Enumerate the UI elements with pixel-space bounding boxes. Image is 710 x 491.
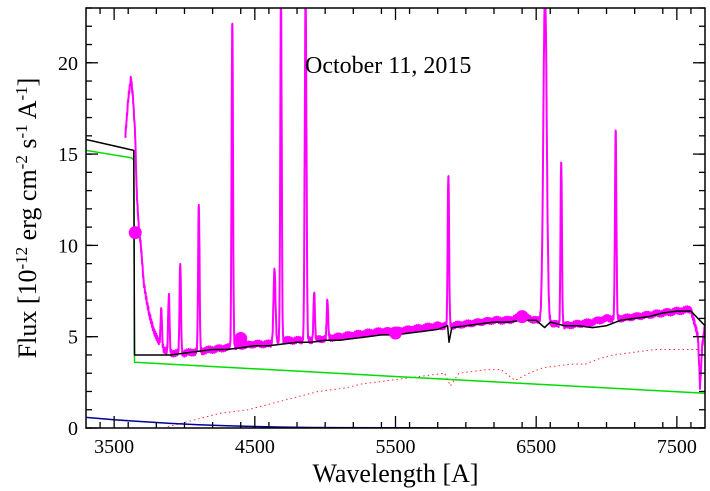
x-tick-label: 5500 [376, 436, 416, 458]
x-tick-label: 3500 [94, 436, 134, 458]
ylabel-exp1: -12 [12, 247, 31, 270]
photometry-points [128, 226, 529, 346]
ylabel-mid3: A [13, 100, 42, 124]
photometry-point [234, 332, 248, 346]
photometry-point [128, 226, 142, 240]
date-annotation: October 11, 2015 [305, 53, 471, 79]
y-tick-label: 0 [68, 418, 78, 440]
series-continuum [86, 149, 705, 395]
x-tick-label: 6500 [516, 436, 556, 458]
y-tick-label: 5 [68, 327, 78, 349]
photometry-point [515, 310, 529, 324]
x-axis-title: Wavelength [A] [312, 459, 478, 488]
ylabel-mid1: erg cm [13, 169, 42, 247]
series-model-total [86, 138, 705, 356]
ylabel-suffix: ] [13, 78, 42, 87]
ylabel-exp2: -2 [12, 155, 31, 169]
ylabel-mid2: s [13, 139, 42, 156]
y-axis-title: Flux [10-12 erg cm-2 s-1 A-1] [12, 78, 43, 359]
series-observed [124, 8, 705, 390]
y-tick-label: 20 [58, 53, 78, 75]
photometry-point [389, 326, 402, 340]
x-tick-label: 4500 [235, 436, 275, 458]
x-tick-label: 7500 [657, 436, 697, 458]
ylabel-exp3: -1 [12, 124, 31, 138]
axis-ticks [86, 7, 705, 429]
tick-labels: 3500 4500 5500 6500 7500 0 5 10 15 20 [58, 53, 697, 458]
y-tick-label: 10 [58, 235, 78, 257]
y-tick-label: 15 [58, 144, 78, 166]
ylabel-exp4: -1 [12, 86, 31, 100]
ylabel-prefix: Flux [10 [13, 269, 42, 358]
